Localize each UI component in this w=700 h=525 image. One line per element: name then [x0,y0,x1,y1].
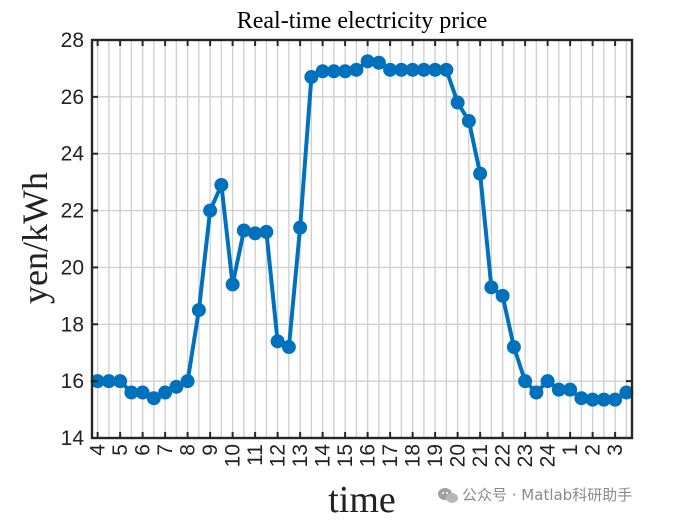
data-point [270,334,285,349]
data-point [540,374,555,389]
x-tick-label: 7 [154,444,177,456]
data-point [473,166,488,181]
y-tick-label: 20 [61,256,84,279]
x-ticks: 4 5 6 7 8 9 10 11 12 13 14 15 16 17 18 19 20 21 22 23 24 1 2 3 [87,40,627,468]
data-point [146,391,161,406]
data-point [315,64,330,79]
data-point [529,385,544,400]
watermark: 公众号 · Matlab科研助手 [438,486,632,504]
x-tick-label: 21 [469,444,492,467]
data-point [338,64,353,79]
wechat-icon [438,488,458,503]
data-point [191,303,206,318]
chart-title: Real-time electricity price [237,8,488,34]
y-tick-label: 18 [61,313,84,336]
watermark-text: 公众号 · Matlab科研助手 [462,486,632,504]
data-point [180,374,195,389]
x-tick-label: 24 [537,444,560,468]
data-point [439,62,454,77]
x-tick-label: 14 [312,444,335,468]
y-ticks: 14 16 18 20 22 24 26 28 [61,29,632,450]
data-point [259,224,274,239]
y-tick-label: 22 [61,200,84,223]
data-point [304,69,319,84]
x-tick-label: 23 [514,444,537,467]
data-point [394,62,409,77]
x-tick-label: 9 [199,444,222,456]
data-point [203,203,218,218]
data-point [518,374,533,389]
data-point [506,340,521,355]
data-point [113,374,128,389]
data-point [450,95,465,110]
data-point [225,277,240,292]
data-point [608,392,623,407]
data-point [214,177,229,192]
y-tick-label: 28 [61,29,84,52]
axes-frame [90,38,634,440]
data-point [360,54,375,69]
x-tick-label: 19 [424,444,447,467]
x-tick-label: 1 [559,444,582,456]
data-point [293,220,308,235]
data-point [248,226,263,241]
y-axis-label: yen/kWh [15,172,55,304]
data-point [585,392,600,407]
x-tick-label: 8 [177,444,200,456]
data-point [619,385,634,400]
x-tick-label: 3 [604,444,627,456]
data-point [101,374,116,389]
data-point [236,223,251,238]
x-tick-label: 22 [492,444,515,467]
x-tick-label: 2 [582,444,605,456]
x-tick-label: 5 [109,444,132,456]
data-point [461,114,476,129]
data-point [596,392,611,407]
data-point [349,62,364,77]
data-point [574,391,589,406]
x-axis-label: time [328,479,396,521]
y-tick-label: 26 [61,86,84,109]
x-tick-label: 16 [357,444,380,467]
y-tick-label: 24 [61,143,85,166]
data-point [551,382,566,397]
data-series [90,54,634,407]
x-tick-label: 12 [267,444,290,467]
x-tick-label: 4 [87,444,110,456]
x-tick-label: 17 [379,444,402,467]
x-tick-label: 20 [447,444,470,467]
grid [92,39,632,439]
data-point [405,62,420,77]
data-point [326,64,341,79]
data-point [124,385,139,400]
y-tick-label: 16 [61,370,84,393]
x-tick-label: 10 [222,444,245,467]
data-point [495,288,510,303]
x-tick-label: 15 [334,444,357,467]
data-point [281,340,296,355]
data-point [371,55,386,70]
y-tick-label: 14 [61,427,85,450]
data-point [484,280,499,295]
x-tick-label: 18 [402,444,425,467]
data-point [383,62,398,77]
x-tick-label: 13 [289,444,312,467]
data-point [563,382,578,397]
plot-border [90,38,634,440]
data-point [158,385,173,400]
data-point [169,379,184,394]
data-point [428,62,443,77]
x-tick-label: 11 [244,444,267,466]
x-tick-label: 6 [132,444,155,456]
data-point [416,62,431,77]
data-point [135,385,150,400]
